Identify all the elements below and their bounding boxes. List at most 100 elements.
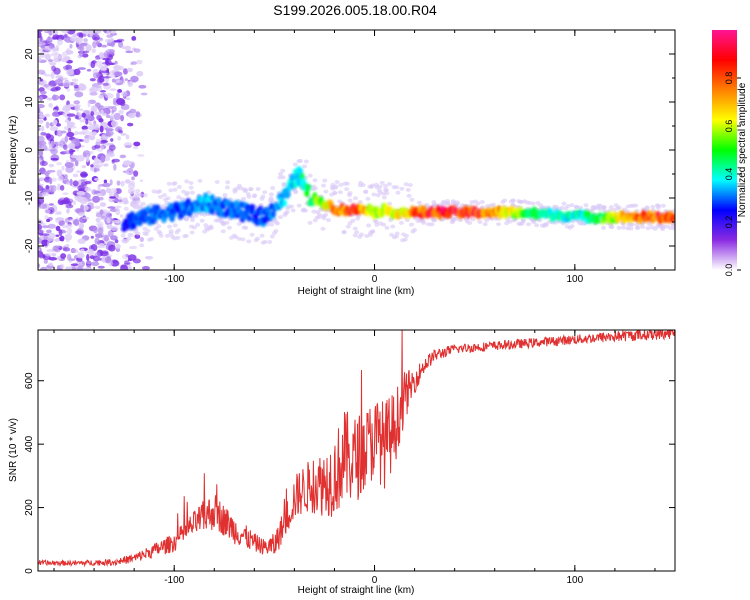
noise-speckle [127, 187, 135, 195]
ridge-halo [654, 203, 660, 208]
ridge-halo [175, 235, 181, 240]
noise-speckle [50, 184, 57, 193]
noise-speckle [94, 205, 101, 209]
ridge-halo [182, 234, 188, 239]
noise-speckle [109, 88, 117, 91]
ridge-halo [139, 243, 145, 248]
ridge-halo [197, 178, 203, 183]
noise-speckle [103, 51, 110, 58]
ridge-halo [199, 218, 205, 223]
noise-speckle [135, 111, 141, 118]
noise-speckle [99, 209, 104, 215]
ridge-halo [563, 206, 569, 211]
ridge-halo [312, 178, 318, 183]
noise-speckle [77, 238, 86, 244]
x-tick-label: 0 [372, 274, 378, 285]
ridge-halo [236, 221, 242, 226]
noise-speckle [109, 196, 116, 199]
noise-speckle [91, 131, 97, 136]
noise-speckle [76, 253, 85, 259]
noise-speckle [73, 200, 77, 206]
noise-speckle [63, 144, 68, 150]
noise-speckle [87, 116, 95, 121]
noise-speckle [38, 157, 42, 163]
noise-speckle [76, 191, 86, 196]
ridge-halo [164, 201, 170, 206]
noise-speckle [127, 254, 137, 261]
ridge-halo [188, 185, 194, 190]
noise-speckle [59, 263, 65, 270]
ridge-halo [296, 203, 302, 208]
spectrogram-y-axis-label: Frequency (Hz) [8, 116, 19, 185]
ridge-halo [403, 233, 409, 238]
noise-speckle [112, 219, 121, 224]
noise-speckle [116, 196, 122, 199]
ridge-halo [292, 189, 298, 194]
ridge-halo [166, 181, 172, 186]
noise-speckle [62, 192, 69, 195]
noise-speckle [65, 243, 70, 249]
ridge-halo [303, 208, 309, 213]
noise-speckle [52, 94, 57, 101]
noise-speckle [115, 243, 121, 249]
noise-speckle [44, 209, 51, 214]
ridge-halo [123, 206, 129, 211]
ridge-halo [176, 195, 182, 200]
noise-speckle [127, 122, 134, 127]
noise-speckle [103, 179, 108, 184]
noise-speckle [85, 155, 90, 163]
noise-speckle [92, 72, 100, 79]
ridge-halo [633, 203, 639, 208]
noise-speckle [91, 60, 97, 64]
ridge-halo [344, 187, 350, 192]
ridge-halo [155, 190, 161, 195]
ridge-halo [167, 224, 173, 229]
ridge-halo [608, 225, 614, 230]
noise-speckle [38, 223, 43, 231]
noise-speckle [64, 33, 68, 38]
noise-speckle [131, 79, 137, 83]
noise-speckle [124, 170, 130, 175]
noise-speckle [111, 109, 115, 114]
noise-speckle [88, 121, 92, 126]
ridge-halo [354, 230, 360, 235]
ridge-halo [302, 164, 308, 169]
noise-speckle [78, 50, 84, 57]
x-tick-label: 100 [566, 274, 583, 285]
noise-speckle [100, 109, 104, 115]
noise-speckle [73, 100, 80, 105]
noise-speckle [95, 138, 101, 146]
ridge-halo [569, 203, 575, 208]
noise-speckle [133, 141, 141, 147]
noise-speckle [94, 237, 100, 245]
noise-speckle [110, 30, 117, 34]
noise-speckle [38, 104, 45, 109]
noise-speckle [110, 41, 115, 48]
ridge-halo [608, 205, 614, 210]
noise-speckle [52, 122, 56, 126]
noise-speckle [88, 88, 95, 94]
ridge-halo [131, 201, 137, 206]
noise-speckle [113, 40, 123, 43]
ridge-halo [383, 184, 389, 189]
noise-speckle [93, 32, 98, 36]
noise-speckle [98, 52, 105, 58]
noise-speckle [56, 161, 62, 166]
noise-speckle [64, 217, 70, 224]
ridge-halo [161, 193, 167, 198]
ridge-halo [445, 198, 451, 203]
noise-speckle [79, 119, 86, 123]
ridge-halo [383, 187, 389, 192]
noise-speckle [44, 215, 49, 220]
noise-speckle [41, 239, 49, 247]
noise-speckle [108, 48, 116, 54]
noise-speckle [58, 229, 63, 237]
ridge-halo [190, 218, 196, 223]
noise-speckle [40, 266, 48, 270]
ridge-halo [371, 192, 377, 197]
noise-speckle [74, 130, 79, 136]
ridge-halo [241, 196, 247, 201]
colorbar-tick-label: 0.4 [724, 168, 734, 181]
noise-speckle [87, 100, 91, 108]
ridge-halo [640, 224, 646, 229]
